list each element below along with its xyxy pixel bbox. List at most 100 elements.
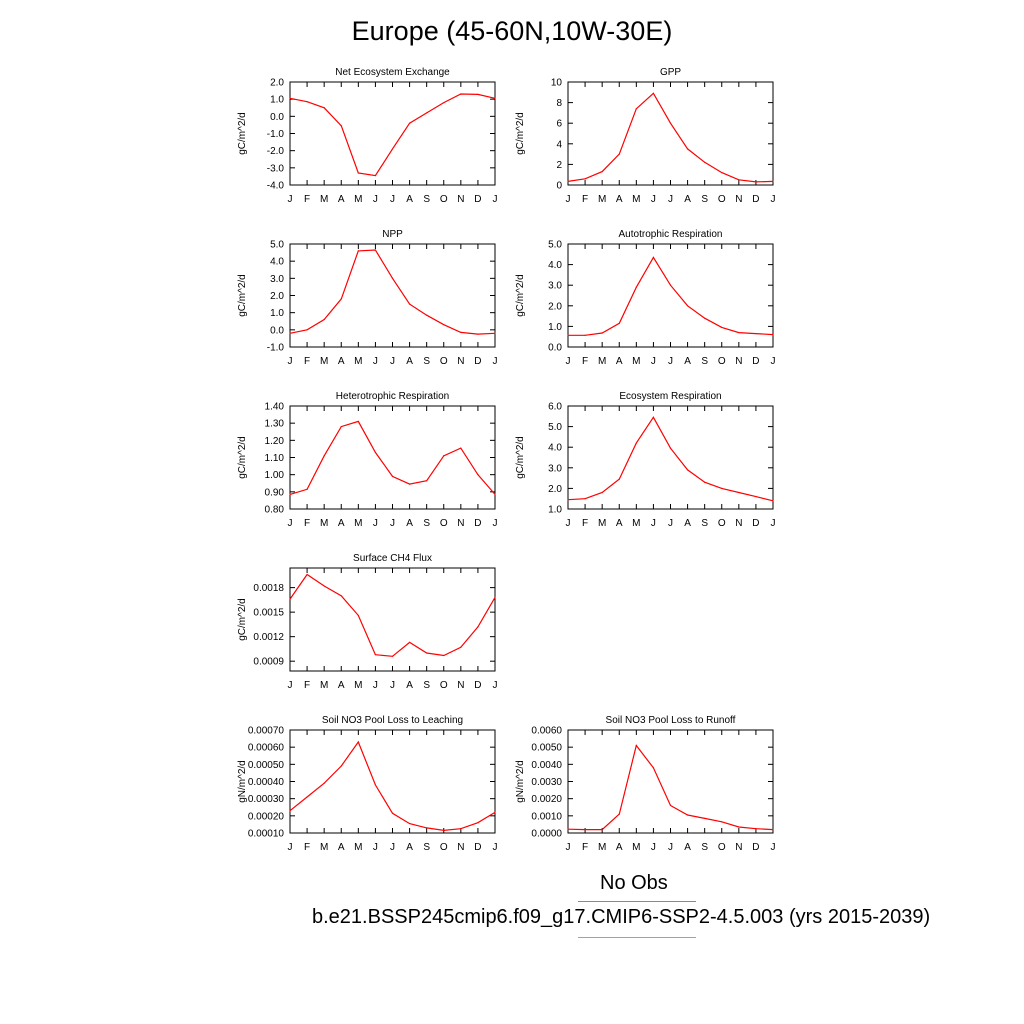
- y-tick-label: 6.0: [548, 402, 562, 413]
- y-tick-label: 0: [556, 181, 562, 192]
- y-tick-label: 3.0: [548, 463, 562, 474]
- data-point: [772, 180, 774, 182]
- y-tick-label: 4.0: [270, 257, 284, 268]
- x-tick-label: J: [288, 518, 293, 529]
- data-point: [721, 172, 723, 174]
- data-point: [426, 652, 428, 654]
- x-tick-label: D: [752, 842, 759, 853]
- x-tick-label: J: [390, 842, 395, 853]
- series-line: [289, 573, 496, 657]
- data-point: [669, 122, 672, 124]
- data-point: [686, 305, 689, 307]
- x-tick-label: J: [288, 842, 293, 853]
- x-tick-label: O: [718, 518, 726, 529]
- y-axis-label: gC/m^2/d: [515, 436, 526, 479]
- legend-obs-label: No Obs: [600, 872, 668, 894]
- data-point: [340, 426, 342, 428]
- data-point: [357, 420, 359, 423]
- x-tick-label: J: [390, 356, 395, 367]
- x-tick-label: D: [474, 194, 481, 205]
- data-point: [306, 101, 308, 103]
- x-tick-label: J: [651, 356, 656, 367]
- y-tick-label: 0.0: [548, 343, 562, 354]
- y-tick-label: 0.0: [270, 325, 284, 336]
- y-tick-label: 2.0: [548, 484, 562, 495]
- y-tick-label: -1.0: [267, 129, 285, 140]
- x-tick-label: O: [718, 842, 726, 853]
- data-point: [443, 102, 445, 104]
- data-point: [494, 596, 496, 599]
- x-tick-label: O: [718, 194, 726, 205]
- data-point: [584, 498, 586, 500]
- y-tick-label: 6: [556, 119, 562, 130]
- x-tick-label: J: [493, 842, 498, 853]
- y-tick-label: 10: [551, 78, 563, 89]
- x-tick-label: J: [373, 194, 378, 205]
- x-tick-label: O: [718, 356, 726, 367]
- x-tick-label: A: [338, 518, 345, 529]
- x-tick-label: O: [440, 842, 448, 853]
- plot-frame: [567, 243, 774, 348]
- x-tick-label: J: [390, 194, 395, 205]
- x-tick-label: J: [566, 356, 571, 367]
- y-tick-label: -1.0: [267, 343, 285, 354]
- data-point: [618, 478, 620, 480]
- data-point: [738, 491, 740, 494]
- x-tick-label: F: [304, 680, 310, 691]
- data-point: [357, 741, 359, 743]
- data-point: [567, 499, 569, 501]
- x-tick-label: J: [651, 518, 656, 529]
- y-tick-label: 0.00040: [248, 777, 285, 788]
- data-point: [477, 626, 479, 628]
- x-tick-label: J: [493, 518, 498, 529]
- data-point: [391, 655, 394, 657]
- data-point: [408, 122, 411, 124]
- x-tick-label: N: [457, 194, 464, 205]
- y-tick-label: 1.40: [265, 402, 285, 413]
- y-tick-label: 0.00030: [248, 794, 285, 805]
- series-line: [289, 249, 496, 335]
- data-point: [618, 813, 620, 815]
- data-point: [635, 286, 637, 288]
- data-point: [408, 483, 411, 485]
- x-tick-label: J: [373, 680, 378, 691]
- data-point: [340, 125, 342, 127]
- data-point: [460, 828, 462, 830]
- y-tick-label: 0.0050: [531, 743, 562, 754]
- data-point: [323, 782, 325, 784]
- x-tick-label: S: [701, 194, 708, 205]
- y-tick-label: 1.00: [265, 470, 285, 481]
- y-tick-label: 3.0: [548, 281, 562, 292]
- y-tick-label: 0.00020: [248, 811, 285, 822]
- y-tick-label: 0.0030: [531, 777, 562, 788]
- x-tick-label: M: [632, 518, 640, 529]
- x-tick-label: F: [304, 356, 310, 367]
- data-point: [601, 332, 603, 334]
- data-point: [323, 318, 325, 321]
- x-tick-label: J: [771, 194, 776, 205]
- data-point: [772, 500, 774, 502]
- y-tick-label: 1.20: [265, 436, 285, 447]
- data-point: [772, 334, 774, 336]
- data-point: [477, 822, 479, 824]
- y-tick-label: 0.0000: [531, 829, 562, 840]
- data-point: [721, 326, 723, 329]
- data-point: [635, 744, 637, 747]
- data-point: [686, 814, 689, 816]
- panel-title: Autotrophic Respiration: [619, 229, 723, 240]
- data-point: [289, 332, 291, 334]
- y-tick-label: -4.0: [267, 181, 285, 192]
- x-tick-label: A: [338, 194, 345, 205]
- y-tick-label: 1.0: [548, 322, 562, 333]
- data-point: [306, 488, 308, 490]
- data-point: [652, 416, 655, 418]
- x-tick-label: A: [684, 842, 691, 853]
- x-tick-label: A: [616, 518, 623, 529]
- data-point: [443, 829, 445, 832]
- data-point: [755, 828, 757, 830]
- x-tick-label: A: [338, 842, 345, 853]
